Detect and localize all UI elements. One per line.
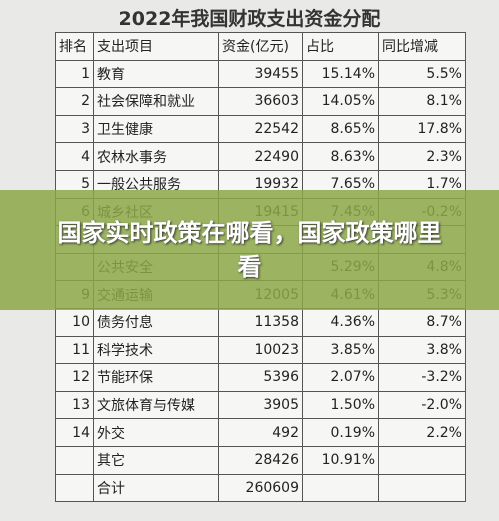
row: 3 卫生健康 22542 8.65% 17.8% [55,114,466,144]
cell: 2 [55,87,94,116]
cell: 11 [55,335,94,365]
cell: 2.07% [302,363,379,392]
cell: 资金(亿元) [218,32,303,61]
cell: -2.0% [378,390,466,420]
cell: 3.8% [378,335,466,365]
cell: 13 [55,390,94,420]
cell: 5396 [218,363,303,392]
row: 4 农林水事务 22490 8.63% 2.3% [55,142,466,171]
row: 10 债务付息 11358 4.36% 8.7% [55,307,466,337]
cell: 10023 [218,335,303,365]
cell: 外交 [93,418,219,447]
cell: 14.05% [302,87,379,116]
cell: 支出项目 [93,32,219,61]
cell: 3.85% [302,335,379,365]
header-row: 排名 支出项目 资金(亿元) 占比 同比增减 [55,32,466,61]
cell: 节能环保 [93,363,219,392]
cell: 14 [55,418,94,447]
cell: 11358 [218,307,303,337]
cell: 占比 [302,32,379,61]
title: 2022年我国财政支出资金分配 [118,8,381,30]
cell: 排名 [55,32,94,61]
cell: 农林水事务 [93,142,219,171]
cell [55,445,94,475]
cell: 39455 [218,59,303,89]
cell: 8.63% [302,142,379,171]
cell: 36603 [218,87,303,116]
banner-text: 国家实时政策在哪看，国家政策哪里看 [57,219,442,281]
row: 11 科学技术 10023 3.85% 3.8% [55,335,466,365]
banner: 国家实时政策在哪看，国家政策哪里看 [0,190,499,310]
cell: 同比增减 [378,32,466,61]
cell: 0.19% [302,418,379,447]
cell: 2.3% [378,142,466,171]
cell: 8.7% [378,307,466,337]
cell: 260609 [218,473,303,503]
cell: 文旅体育与传媒 [93,390,219,420]
cell [378,445,466,475]
row: 2 社会保障和就业 36603 14.05% 8.1% [55,87,466,116]
row: 13 文旅体育与传媒 3905 1.50% -2.0% [55,390,466,420]
cell: 8.1% [378,87,466,116]
row: 其它 28426 10.91% [55,445,466,475]
row: 1 教育 39455 15.14% 5.5% [55,59,466,89]
cell: 5.5% [378,59,466,89]
cell: 2.2% [378,418,466,447]
cell: 22542 [218,114,303,144]
cell: 教育 [93,59,219,89]
cell: 其它 [93,445,219,475]
cell: 4 [55,142,94,171]
cell: 22490 [218,142,303,171]
cell: 10.91% [302,445,379,475]
cell: 社会保障和就业 [93,87,219,116]
cell: 492 [218,418,303,447]
cell: 12 [55,363,94,392]
cell: 3905 [218,390,303,420]
cell: 债务付息 [93,307,219,337]
cell: 1.50% [302,390,379,420]
cell [378,473,466,503]
cell: 3 [55,114,94,144]
row: 12 节能环保 5396 2.07% -3.2% [55,363,466,392]
cell: 科学技术 [93,335,219,365]
cell: 卫生健康 [93,114,219,144]
cell: 10 [55,307,94,337]
row: 合计 260609 [55,473,466,503]
cell: 15.14% [302,59,379,89]
cell: 1 [55,59,94,89]
cell: -3.2% [378,363,466,392]
cell: 17.8% [378,114,466,144]
cell: 28426 [218,445,303,475]
cell: 8.65% [302,114,379,144]
cell: 4.36% [302,307,379,337]
row: 14 外交 492 0.19% 2.2% [55,418,466,447]
cell [55,473,94,503]
cell: 合计 [93,473,219,503]
cell [302,473,379,503]
